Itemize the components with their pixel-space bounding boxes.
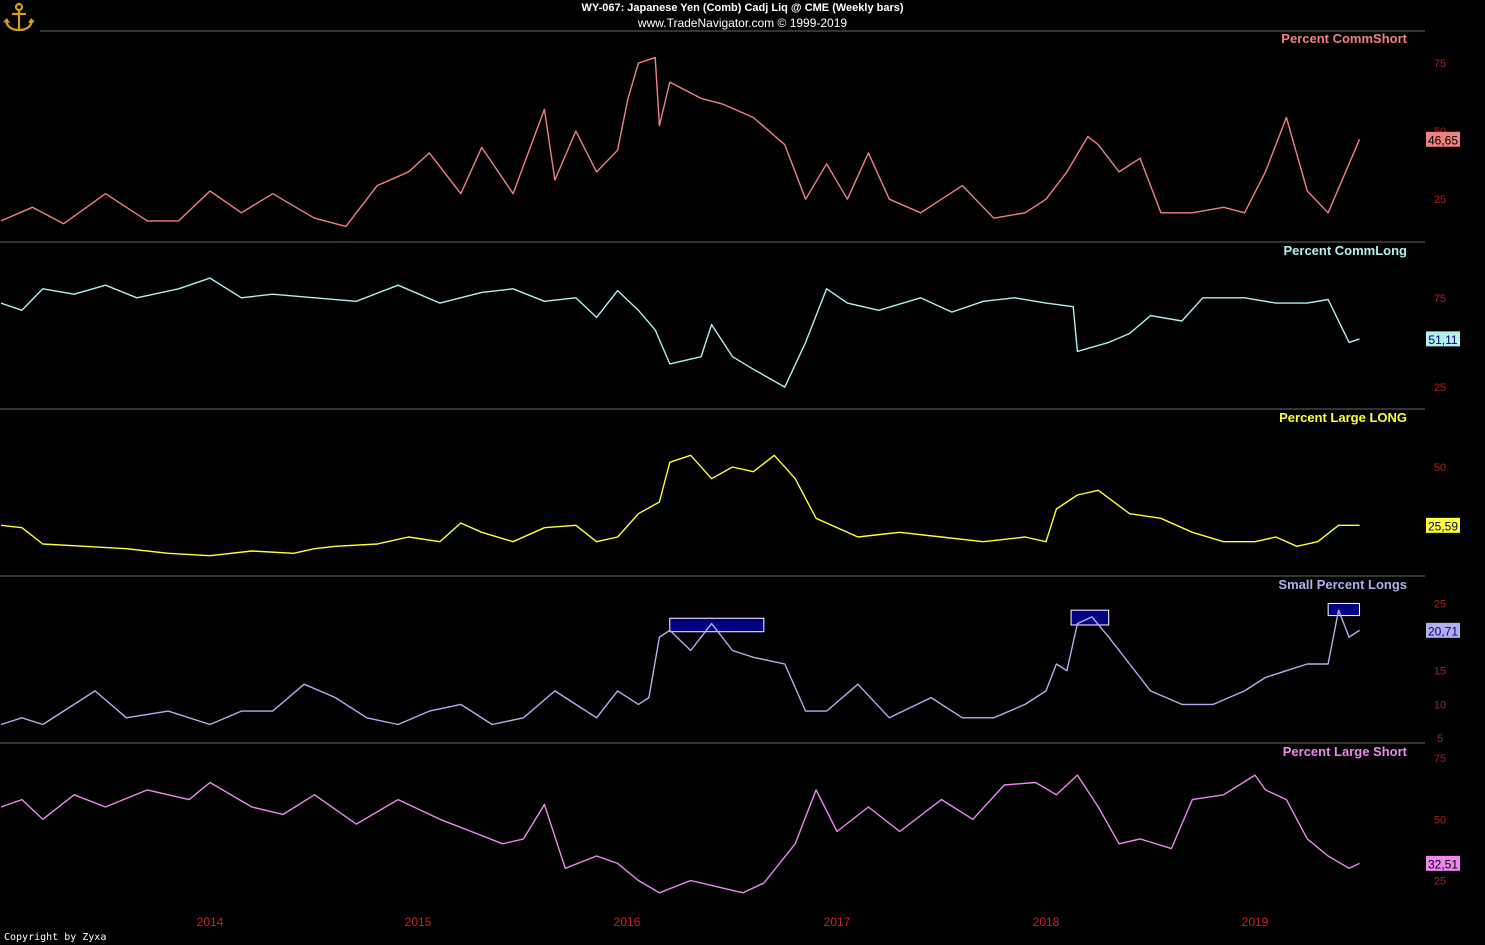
y-tick-label: 75 xyxy=(1434,753,1446,765)
x-tick-label: 2014 xyxy=(197,915,224,929)
last-value-label: 25,59 xyxy=(1428,519,1458,533)
panel-2: 25 75 Percent CommLong 51,11 xyxy=(0,241,1460,394)
last-value-label: 32,51 xyxy=(1428,857,1458,871)
last-value-badge xyxy=(1426,517,1460,533)
panel-label: Percent CommShort xyxy=(1281,31,1407,46)
y-tick-label: 25 xyxy=(1434,876,1446,888)
y-tick-label: 25 xyxy=(1434,194,1446,206)
anchor-icon xyxy=(3,2,35,32)
series-line xyxy=(0,277,1360,388)
y-tick-label: 25 xyxy=(1434,598,1446,610)
panel-label: Percent CommLong xyxy=(1283,243,1407,258)
chart-title: WY-067: Japanese Yen (Comb) Cadj Liq @ C… xyxy=(581,2,904,14)
x-tick-label: 2019 xyxy=(1242,915,1269,929)
last-value-badge xyxy=(1426,131,1460,147)
y-tick-label: 50 xyxy=(1434,462,1446,474)
copyright-text: Copyright by Zyxa xyxy=(4,932,107,943)
panel-label: Small Percent Longs xyxy=(1278,577,1407,592)
y-tick-label: 10 xyxy=(1434,699,1446,711)
highlight-box xyxy=(1327,602,1361,617)
series-line xyxy=(0,454,1360,557)
last-value-label: 51,11 xyxy=(1428,333,1457,347)
panel-label: Percent Large Short xyxy=(1283,744,1408,759)
x-tick-label: 2015 xyxy=(405,915,432,929)
last-value-badge xyxy=(1426,855,1460,871)
x-tick-label: 2016 xyxy=(614,915,641,929)
highlight-box xyxy=(669,617,765,633)
panel-3: 50 Percent Large LONG 25,59 xyxy=(0,408,1460,557)
last-value-badge xyxy=(1426,622,1460,638)
x-tick-label: 2017 xyxy=(824,915,851,929)
last-value-label: 46,65 xyxy=(1428,133,1458,147)
y-tick-label: 25 xyxy=(1434,382,1446,394)
panel-5: 25 50 75 Percent Large Short 32,51 xyxy=(0,742,1460,894)
series-line xyxy=(0,56,1361,228)
x-tick-label: 2018 xyxy=(1033,915,1060,929)
panel-4: 5 10 15 25 Small Percent Longs 20,71 xyxy=(0,575,1460,745)
y-tick-label: 5 xyxy=(1437,733,1443,745)
series-line xyxy=(0,609,1360,726)
panel-label: Percent Large LONG xyxy=(1279,410,1407,425)
last-value-badge xyxy=(1426,331,1460,347)
chart-subtitle: www.TradeNavigator.com © 1999-2019 xyxy=(637,16,848,30)
y-tick-label: 50 xyxy=(1434,814,1446,826)
y-tick-label: 75 xyxy=(1434,58,1446,70)
y-tick-label: 15 xyxy=(1434,666,1446,678)
series-line xyxy=(0,774,1360,894)
last-value-label: 20,71 xyxy=(1428,624,1458,638)
y-tick-label: 75 xyxy=(1434,293,1446,305)
